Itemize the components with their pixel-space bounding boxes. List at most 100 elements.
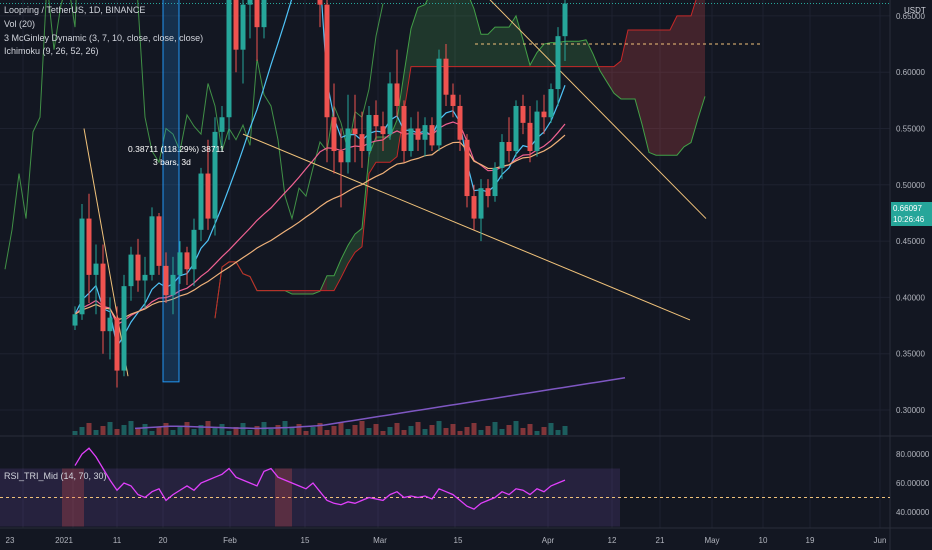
- ichimoku-legend[interactable]: Ichimoku (9, 26, 52, 26): [4, 46, 99, 56]
- candle-body: [338, 151, 344, 163]
- time-tick-label: Feb: [223, 536, 237, 545]
- candle-body: [72, 314, 78, 326]
- senkou-span-b: [214, 0, 697, 319]
- candle-body: [156, 216, 162, 266]
- cloud-segment: [516, 15, 523, 67]
- rsi-tick-label: 40.00000: [896, 508, 930, 517]
- volume-legend[interactable]: Vol (20): [4, 19, 36, 29]
- candle-body: [198, 173, 204, 230]
- volume-bar: [170, 430, 176, 435]
- candle-body: [149, 216, 155, 275]
- candle-body: [485, 188, 491, 197]
- candle-body: [135, 254, 141, 281]
- candle-body: [457, 105, 463, 140]
- volume-bar: [415, 422, 421, 435]
- candle-body: [555, 36, 561, 90]
- cloud-segment: [474, 8, 481, 67]
- candle-body: [394, 83, 400, 106]
- candle-body: [345, 128, 351, 163]
- volume-bar: [212, 428, 218, 435]
- time-tick-label: 2021: [55, 536, 73, 545]
- volume-bar: [345, 429, 351, 435]
- time-tick-label: 21: [656, 536, 665, 545]
- candle-body: [79, 218, 85, 315]
- candle-body: [366, 114, 372, 152]
- last-price-tag: 0.66097 10:26:46: [891, 202, 932, 226]
- candle-body: [527, 122, 533, 152]
- cloud-segment: [628, 29, 635, 99]
- rsi-overbought-zone: [275, 468, 292, 527]
- volume-bar: [506, 425, 512, 435]
- time-tick-label: 20: [159, 536, 168, 545]
- volume-bar: [331, 426, 337, 435]
- candle-body: [170, 274, 176, 296]
- measure-bars-label: 3 bars, 3d: [153, 157, 191, 167]
- candle-body: [86, 218, 92, 275]
- candle-body: [317, 0, 323, 5]
- candle-body: [205, 173, 211, 219]
- volume-bar: [422, 429, 428, 435]
- volume-bar: [429, 425, 435, 435]
- candle-body: [471, 196, 477, 219]
- early-trendline: [83, 128, 129, 377]
- cloud-segment: [565, 41, 572, 67]
- volume-bar: [555, 430, 561, 435]
- cloud-segment: [537, 44, 544, 67]
- volume-bar: [394, 423, 400, 435]
- candle-body: [163, 265, 169, 296]
- rsi-overbought-zone: [62, 468, 84, 527]
- volume-bar: [128, 421, 134, 435]
- cloud-segment: [397, 73, 404, 157]
- candle-body: [254, 0, 260, 28]
- cloud-segment: [453, 0, 460, 67]
- volume-bar: [324, 430, 330, 435]
- volume-bar: [275, 425, 281, 435]
- volume-bar: [457, 431, 463, 435]
- time-tick-label: Jun: [874, 536, 887, 545]
- volume-bar: [135, 428, 141, 435]
- price-tick-label: 0.45000: [896, 237, 925, 246]
- mcginley-legend[interactable]: 3 McGinley Dynamic (3, 7, 10, close, clo…: [4, 33, 204, 43]
- volume-bar: [86, 423, 92, 435]
- candle-body: [142, 274, 148, 281]
- cloud-segment: [383, 136, 390, 163]
- volume-bar: [303, 431, 309, 435]
- volume-bar: [401, 430, 407, 435]
- time-tick-label: 12: [608, 536, 617, 545]
- cloud-segment: [572, 41, 579, 67]
- price-tick-label: 0.60000: [896, 68, 925, 77]
- volume-bar: [114, 429, 120, 435]
- volume-bar: [226, 431, 232, 435]
- volume-bar: [100, 426, 106, 435]
- cloud-segment: [425, 0, 432, 67]
- candle-body: [506, 142, 512, 152]
- volume-bar: [471, 423, 477, 435]
- price-tick-label: 0.40000: [896, 293, 925, 302]
- rsi-legend[interactable]: RSI_TRI_Mid (14, 70, 30): [4, 471, 107, 481]
- candle-body: [380, 126, 386, 135]
- cloud-segment: [460, 0, 467, 67]
- volume-bar: [254, 426, 260, 435]
- cloud-segment: [411, 7, 418, 67]
- cloud-segment: [467, 0, 474, 67]
- cloud-segment: [677, 15, 684, 156]
- candle-body: [415, 128, 421, 140]
- volume-bar: [163, 423, 169, 435]
- volume-bar: [79, 427, 85, 435]
- cloud-segment: [327, 275, 334, 291]
- time-tick-label: Mar: [373, 536, 387, 545]
- candle-body: [548, 89, 554, 118]
- candle-body: [177, 252, 183, 275]
- symbol-legend[interactable]: Loopring / TetherUS, 1D, BINANCE: [4, 5, 146, 15]
- volume-bar: [310, 427, 316, 435]
- volume-bar: [198, 425, 204, 435]
- measure-range-box: [162, 0, 180, 383]
- price-tick-label: 0.50000: [896, 181, 925, 190]
- cloud-segment: [334, 259, 341, 291]
- volume-bar: [548, 423, 554, 435]
- volume-bar: [247, 430, 253, 435]
- volume-bar: [184, 422, 190, 435]
- chikou-span: [4, 0, 384, 270]
- candle-body: [562, 3, 568, 37]
